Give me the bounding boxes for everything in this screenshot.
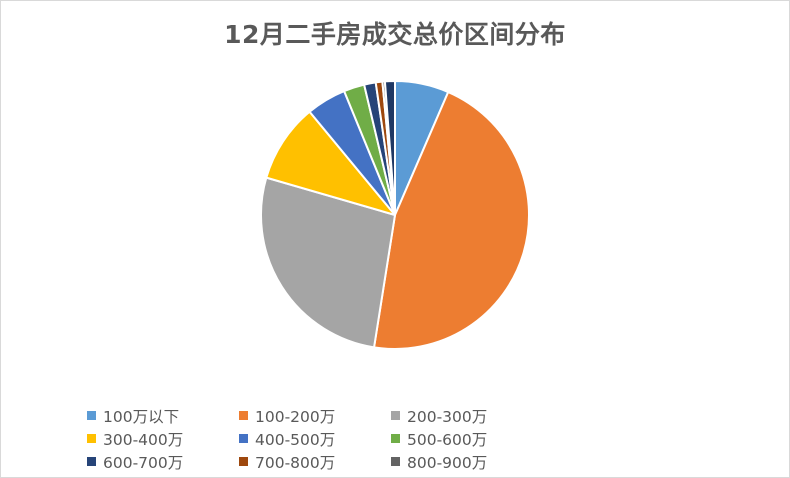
legend-item: 700-800万	[239, 451, 391, 472]
legend-swatch	[239, 411, 248, 420]
legend-label: 400-500万	[255, 430, 336, 449]
legend-item: 600-700万	[87, 451, 239, 472]
legend-swatch	[239, 434, 248, 443]
legend-item: 100万以下	[87, 405, 239, 426]
pie-slice-100-200万	[373, 91, 530, 350]
legend-item: 300-400万	[87, 428, 239, 449]
legend-label: 200-300万	[407, 407, 488, 426]
chart-legend: 100万以下 100-200万 200-300万 300-400万 400-500万 50…	[87, 405, 543, 472]
legend-swatch	[87, 411, 96, 420]
legend-label: 600-700万	[103, 453, 184, 472]
legend-swatch	[87, 457, 96, 466]
legend-label: 500-600万	[407, 430, 488, 449]
legend-swatch	[87, 434, 96, 443]
legend-swatch	[391, 434, 400, 443]
chart-title: 12月二手房成交总价区间分布	[224, 20, 566, 49]
legend-swatch	[391, 457, 400, 466]
pie-slice-200-300万	[260, 176, 396, 349]
legend-label: 300-400万	[103, 430, 184, 449]
pie-slice-300-400万	[265, 110, 396, 216]
legend-label: 100万以下	[103, 407, 180, 426]
legend-item: 100-200万	[239, 405, 391, 426]
legend-item: 400-500万	[239, 428, 391, 449]
legend-swatch	[391, 411, 400, 420]
legend-item: 800-900万	[391, 451, 543, 472]
legend-label: 700-800万	[255, 453, 336, 472]
legend-label: 800-900万	[407, 453, 488, 472]
pie-slice-900万以上	[383, 79, 396, 216]
legend-swatch	[239, 457, 248, 466]
legend-item: 200-300万	[391, 405, 543, 426]
legend-item: 500-600万	[391, 428, 543, 449]
legend-label: 100-200万	[255, 407, 336, 426]
